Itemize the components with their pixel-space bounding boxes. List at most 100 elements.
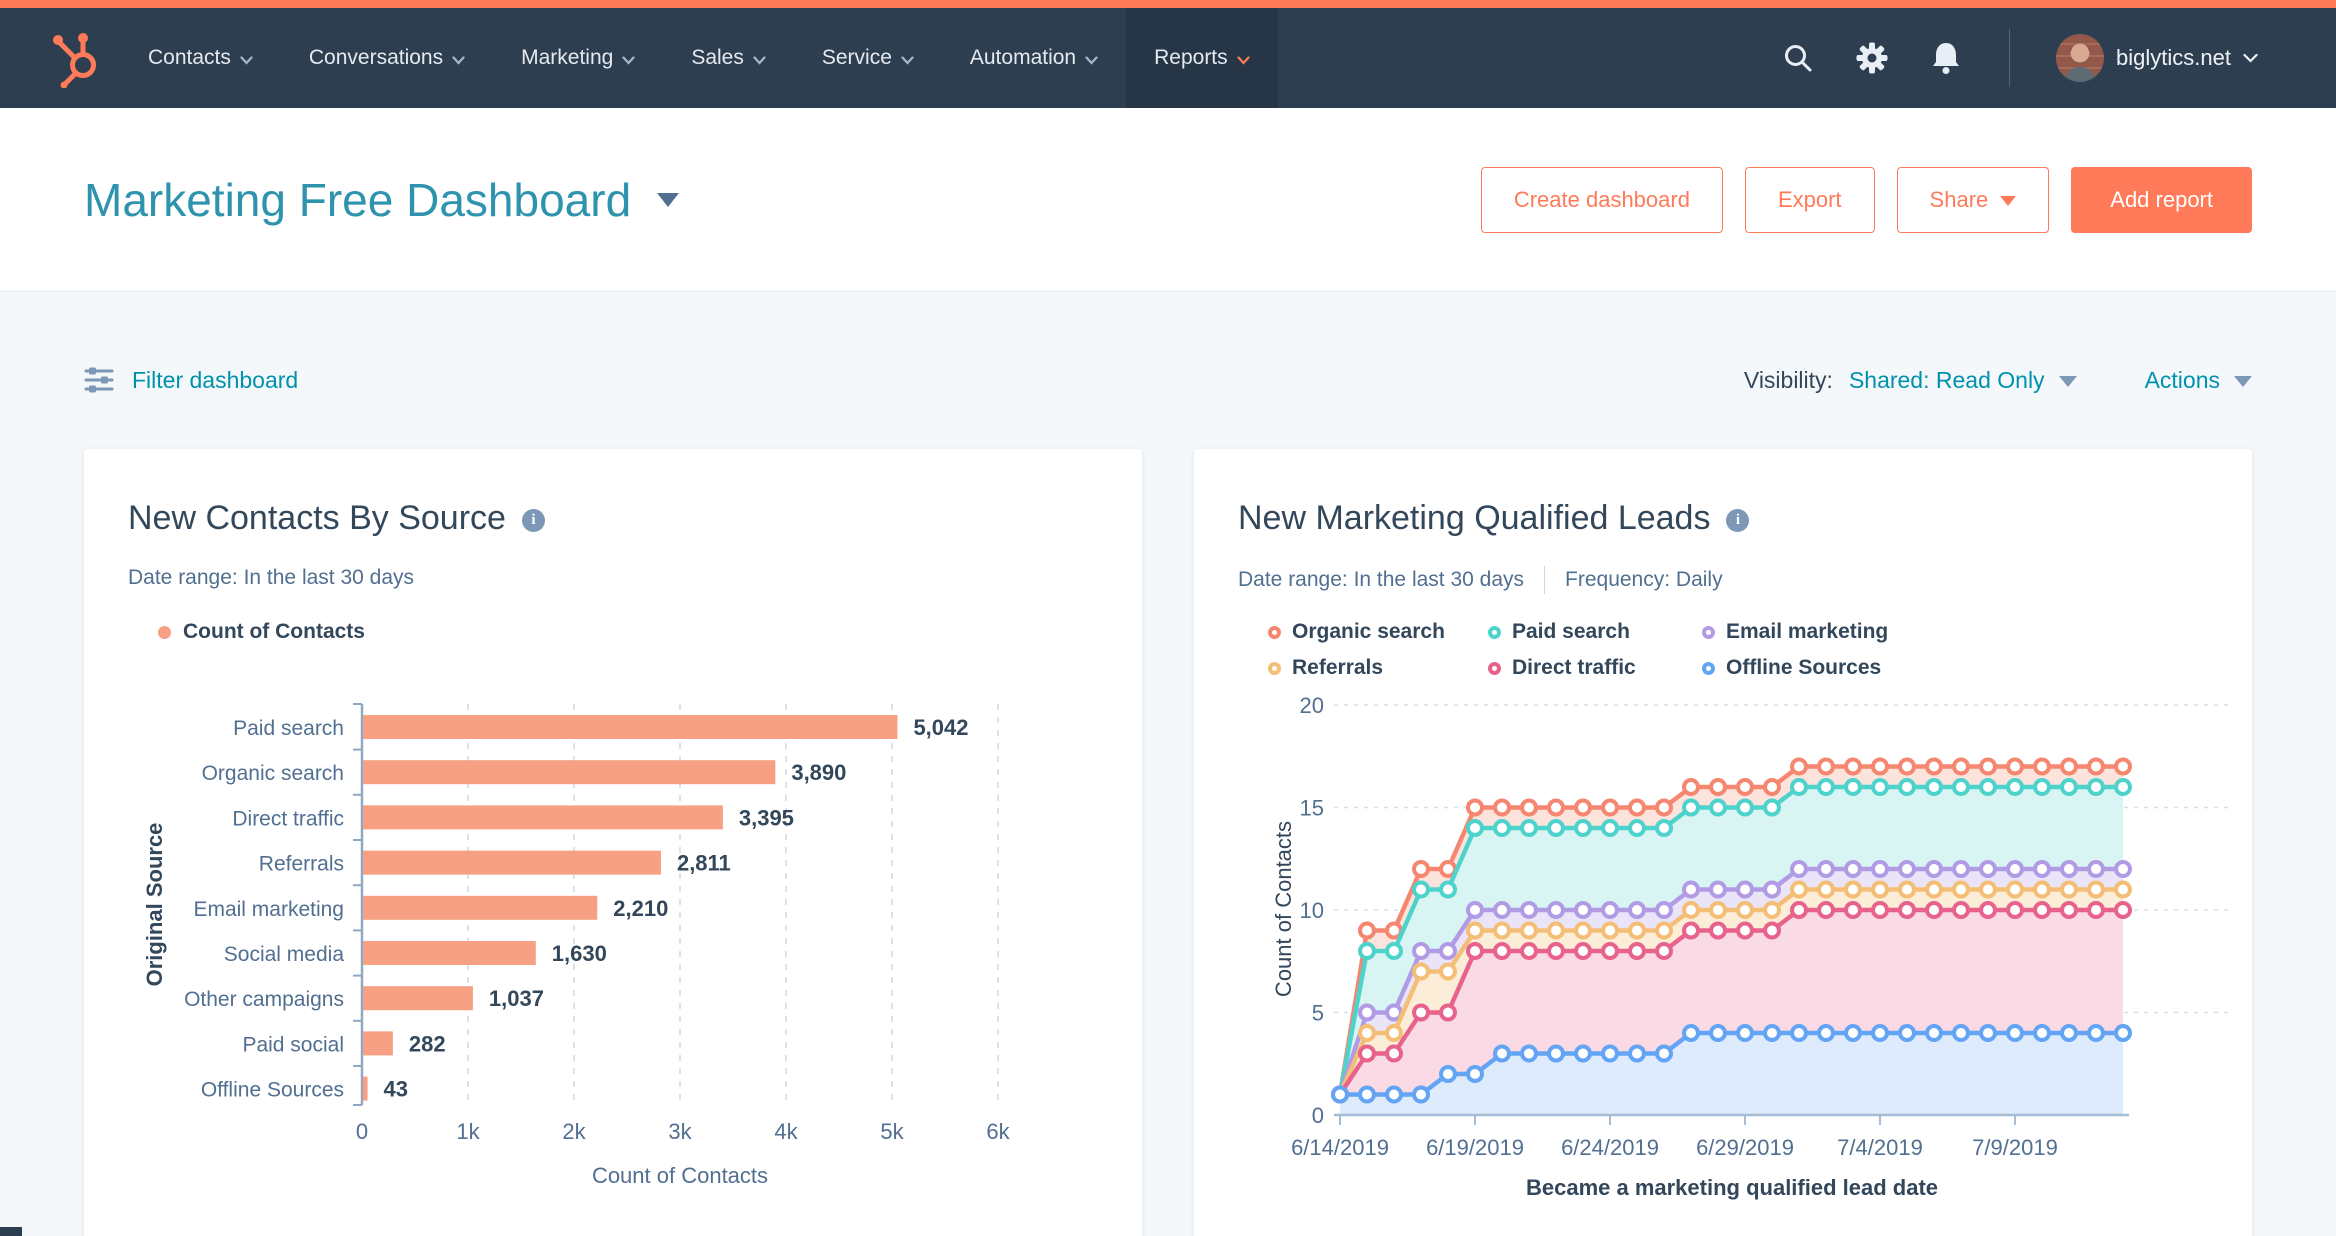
line-chart[interactable]: 6/14/2019 6/19/2019 6/24/2019 6/29/2019 7/4/… xyxy=(1194,669,2252,1236)
svg-text:1k: 1k xyxy=(456,1119,480,1144)
svg-text:7/4/2019: 7/4/2019 xyxy=(1837,1135,1923,1160)
chevron-down-icon xyxy=(901,55,914,65)
legend-item-direct-traffic[interactable]: Direct traffic xyxy=(1488,656,1702,680)
chevron-down-icon xyxy=(1237,55,1250,65)
dashboard-title-dropdown[interactable]: Marketing Free Dashboard xyxy=(84,173,680,227)
subline-divider xyxy=(1544,566,1546,594)
svg-text:15: 15 xyxy=(1300,796,1324,821)
legend-item-offline-sources[interactable]: Offline Sources xyxy=(1702,656,2208,680)
line-chart-legend: Organic search Paid search Email marketing… xyxy=(1268,620,2208,680)
nav-right-cluster: biglytics.net xyxy=(1781,8,2336,108)
notifications-bell-icon[interactable] xyxy=(1929,41,1963,75)
svg-text:Count of Contacts: Count of Contacts xyxy=(592,1163,768,1188)
hubspot-logo[interactable] xyxy=(0,8,120,108)
bottom-edge-fragment xyxy=(0,1227,22,1236)
svg-text:Referrals: Referrals xyxy=(259,853,344,876)
share-button[interactable]: Share xyxy=(1896,166,2050,233)
dashboard-toolbar: Filter dashboard Visibility: Shared: Rea… xyxy=(84,362,2252,398)
visibility-caret-icon xyxy=(2058,376,2077,387)
svg-text:5,042: 5,042 xyxy=(913,715,968,740)
svg-text:7/9/2019: 7/9/2019 xyxy=(1972,1135,2058,1160)
legend-ring-icon xyxy=(1488,625,1501,639)
svg-text:Offline Sources: Offline Sources xyxy=(201,1079,344,1102)
svg-text:Email marketing: Email marketing xyxy=(193,898,344,921)
svg-text:1,630: 1,630 xyxy=(552,941,607,966)
search-icon[interactable] xyxy=(1781,41,1815,75)
nav-item-contacts[interactable]: Contacts xyxy=(120,8,281,108)
report-title: New Contacts By Source i xyxy=(128,499,1098,538)
share-caret-icon xyxy=(2000,196,2017,206)
report-subline: Date range: In the last 30 days Frequenc… xyxy=(1238,566,2208,594)
legend-item-referrals[interactable]: Referrals xyxy=(1268,656,1488,680)
filter-dashboard-link[interactable]: Filter dashboard xyxy=(84,367,298,394)
top-accent-stripe xyxy=(0,0,2336,8)
svg-text:2,210: 2,210 xyxy=(613,896,668,921)
legend-item-organic-search[interactable]: Organic search xyxy=(1268,620,1488,644)
svg-text:4k: 4k xyxy=(774,1119,798,1144)
title-caret-icon xyxy=(657,192,680,207)
chevron-down-icon xyxy=(2243,53,2258,63)
nav-item-automation[interactable]: Automation xyxy=(942,8,1126,108)
legend-item-paid-search[interactable]: Paid search xyxy=(1488,620,1702,644)
nav-menu: Contacts Conversations Marketing Sales Servi… xyxy=(120,8,1278,108)
chevron-down-icon xyxy=(240,55,253,65)
legend-ring-icon xyxy=(1268,625,1281,639)
svg-text:5: 5 xyxy=(1312,1001,1324,1026)
svg-text:282: 282 xyxy=(409,1031,446,1056)
legend-ring-icon xyxy=(1702,625,1715,639)
add-report-button[interactable]: Add report xyxy=(2071,166,2252,233)
nav-item-reports[interactable]: Reports xyxy=(1126,8,1278,108)
svg-text:2,811: 2,811 xyxy=(677,851,731,876)
report-subline: Date range: In the last 30 days xyxy=(128,566,1098,590)
legend-ring-icon xyxy=(1268,661,1281,675)
report-card-new-marketing-qualified-leads: New Marketing Qualified Leads i Date ran… xyxy=(1194,449,2252,1236)
nav-item-sales[interactable]: Sales xyxy=(663,8,794,108)
nav-item-marketing[interactable]: Marketing xyxy=(493,8,663,108)
nav-item-conversations[interactable]: Conversations xyxy=(281,8,493,108)
page-title: Marketing Free Dashboard xyxy=(84,173,632,226)
svg-text:Became a marketing qualified l: Became a marketing qualified lead date xyxy=(1526,1175,1938,1200)
account-menu[interactable]: biglytics.net xyxy=(2056,34,2258,82)
nav-item-service[interactable]: Service xyxy=(794,8,942,108)
svg-text:Count of Contacts: Count of Contacts xyxy=(1271,821,1296,997)
visibility-label: Visibility: xyxy=(1743,366,1833,393)
legend-ring-icon xyxy=(1702,661,1715,675)
visibility-dropdown[interactable]: Shared: Read Only xyxy=(1849,367,2077,394)
svg-text:Paid social: Paid social xyxy=(242,1033,344,1056)
page-header: Marketing Free Dashboard Create dashboar… xyxy=(0,108,2336,292)
svg-text:6/19/2019: 6/19/2019 xyxy=(1426,1135,1524,1160)
settings-gear-icon[interactable] xyxy=(1855,41,1889,75)
export-button[interactable]: Export xyxy=(1744,166,1875,233)
svg-text:1,037: 1,037 xyxy=(489,986,544,1011)
svg-text:6/24/2019: 6/24/2019 xyxy=(1561,1135,1659,1160)
avatar[interactable] xyxy=(2056,34,2105,82)
info-icon[interactable]: i xyxy=(1726,509,1750,532)
svg-text:6k: 6k xyxy=(986,1119,1010,1144)
create-dashboard-button[interactable]: Create dashboard xyxy=(1480,166,1723,233)
svg-text:20: 20 xyxy=(1300,693,1324,718)
chevron-down-icon xyxy=(622,55,635,65)
svg-text:Other campaigns: Other campaigns xyxy=(184,988,344,1011)
info-icon[interactable]: i xyxy=(521,509,545,532)
svg-text:6/29/2019: 6/29/2019 xyxy=(1696,1135,1794,1160)
toolbar-right: Visibility: Shared: Read Only Actions xyxy=(1744,367,2252,394)
svg-text:Paid search: Paid search xyxy=(233,717,344,740)
dashboard-grid: New Contacts By Source i Date range: In … xyxy=(84,449,2252,1236)
date-range-label: Date range: In the last 30 days xyxy=(1238,568,1525,591)
svg-text:Social media: Social media xyxy=(224,943,345,966)
actions-dropdown[interactable]: Actions xyxy=(2145,367,2252,394)
actions-caret-icon xyxy=(2234,376,2252,387)
account-name: biglytics.net xyxy=(2116,45,2231,70)
report-card-new-contacts-by-source: New Contacts By Source i Date range: In … xyxy=(84,449,1142,1236)
bar-chart[interactable]: Paid search 5,042 Organic search 3,890 Direc… xyxy=(84,669,1142,1236)
svg-text:5k: 5k xyxy=(880,1119,904,1144)
svg-text:3k: 3k xyxy=(668,1119,692,1144)
svg-text:0: 0 xyxy=(356,1119,368,1144)
chevron-down-icon xyxy=(1085,55,1098,65)
legend-dot-icon xyxy=(158,625,171,639)
bar-chart-legend: Count of Contacts xyxy=(158,620,1098,644)
legend-ring-icon xyxy=(1488,661,1501,675)
svg-text:2k: 2k xyxy=(562,1119,586,1144)
legend-item-email-marketing[interactable]: Email marketing xyxy=(1702,620,2208,644)
svg-text:10: 10 xyxy=(1300,898,1324,923)
